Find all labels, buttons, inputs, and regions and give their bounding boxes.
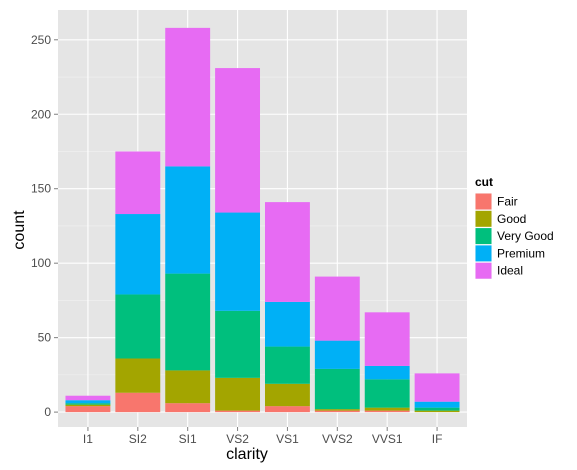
legend-key [475, 245, 492, 262]
bar-segment [264, 383, 310, 407]
bar-segment [215, 310, 261, 378]
x-axis: I1 SI2 SI1 VS2 VS1 VVS2 VVS1 IF [83, 427, 442, 446]
x-tick-label: VS2 [226, 432, 249, 446]
bar-segment [264, 406, 310, 413]
y-tick-label: 200 [31, 107, 51, 121]
bar-segment [165, 403, 211, 413]
bar-segment [414, 373, 460, 402]
bar-segment [165, 166, 211, 274]
bar-segment [314, 409, 360, 411]
legend-key [475, 210, 492, 227]
bar-segment [65, 406, 111, 413]
bar-segment [264, 202, 310, 302]
bar-segment [215, 68, 261, 213]
legend-key [475, 262, 492, 279]
bar-segment [364, 410, 410, 413]
bar-segment [364, 379, 410, 408]
legend-key [475, 228, 492, 245]
legend-key [475, 193, 492, 210]
x-tick-label: VVS2 [322, 432, 353, 446]
bar-segment [215, 212, 261, 311]
bar-segment [165, 273, 211, 371]
bar-segment [414, 407, 460, 411]
bar-segment [65, 395, 111, 401]
bar-segment [314, 340, 360, 369]
bar-segment [264, 301, 310, 347]
bar-segment [364, 312, 410, 366]
legend-label: Ideal [497, 264, 523, 278]
bar-segment [314, 276, 360, 341]
bar-segment [115, 358, 161, 393]
legend-label: Good [497, 212, 526, 226]
x-tick-label: I1 [83, 432, 93, 446]
x-tick-label: VS1 [276, 432, 299, 446]
bar-segment [364, 365, 410, 380]
bar-segment [364, 407, 410, 411]
x-tick-label: SI1 [179, 432, 197, 446]
bar-segment [264, 346, 310, 384]
x-tick-label: VVS1 [372, 432, 403, 446]
y-axis: 0 50 100 150 200 250 [31, 33, 58, 419]
bar-segment [65, 404, 111, 407]
bar-segment [215, 377, 261, 411]
y-tick-label: 0 [44, 405, 51, 419]
y-tick-label: 100 [31, 256, 51, 270]
bar-segment [314, 368, 360, 410]
x-tick-label: SI2 [129, 432, 147, 446]
legend: cut Fair Good Very Good Premium Ideal [474, 175, 554, 280]
legend-label: Very Good [497, 229, 554, 243]
bar-segment [115, 294, 161, 359]
bar-segment [115, 214, 161, 295]
legend-label: Fair [497, 195, 518, 209]
bar-segment [115, 392, 161, 413]
y-tick-label: 150 [31, 182, 51, 196]
bar-stacks [65, 27, 460, 413]
bar-segment [65, 400, 111, 404]
x-axis-title: clarity [226, 446, 268, 463]
bar-segment [414, 401, 460, 408]
bar-segment [215, 410, 261, 413]
bar-segment [65, 403, 111, 405]
y-axis-title: count [11, 210, 28, 250]
y-tick-label: 250 [31, 33, 51, 47]
bar-segment [414, 410, 460, 413]
y-tick-label: 50 [38, 331, 52, 345]
bar-segment [165, 370, 211, 404]
bar-segment [314, 410, 360, 413]
bar-segment [165, 27, 211, 167]
legend-title: cut [475, 175, 493, 189]
bar-segment [115, 151, 161, 215]
x-tick-label: IF [432, 432, 443, 446]
legend-label: Premium [497, 246, 545, 260]
